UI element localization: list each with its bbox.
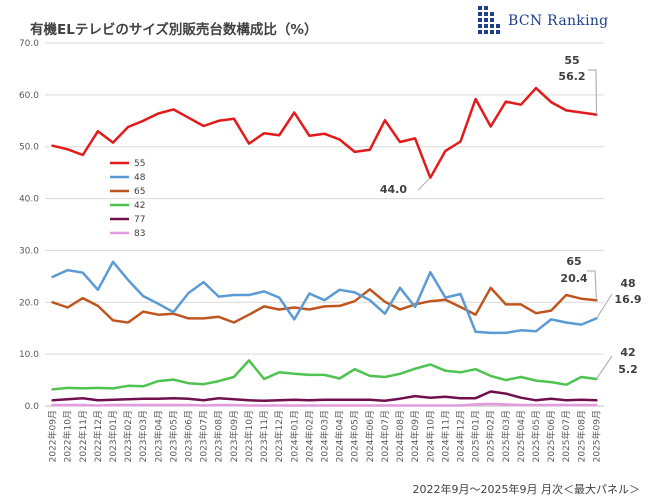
x-tick-label: 2025年05月 <box>530 410 542 462</box>
legend-label-77: 77 <box>134 215 145 225</box>
callout-leader <box>588 69 597 115</box>
data-label: 55 <box>564 54 579 67</box>
brand-logo: BCN Ranking <box>476 4 646 38</box>
data-label: 48 <box>620 277 635 290</box>
callouts: 55 56.2 44.0 65 20.4 48 16.9 42 5.2 <box>380 54 642 380</box>
x-tick-label: 2025年02月 <box>485 410 497 462</box>
callout-leader <box>596 355 613 380</box>
data-label: 42 <box>620 346 635 359</box>
x-tick-label: 2022年09月 <box>47 410 59 462</box>
x-tick-label: 2025年09月 <box>590 410 602 462</box>
y-axis-ticks: 0.0 10.0 20.0 30.0 40.0 50.0 60.0 70.0 <box>19 39 39 412</box>
brand-name: BCN Ranking <box>508 13 609 29</box>
series-line-77 <box>51 390 598 403</box>
x-tick-label: 2024年02月 <box>303 410 315 462</box>
x-tick-label: 2024年01月 <box>288 410 300 462</box>
data-label: 65 <box>566 255 581 268</box>
footnote: 2022年9月～2025年9月 月次＜最大パネル＞ <box>412 483 640 496</box>
x-axis-ticks: 2022年09月 2022年10月 2022年11月 2022年12月 2023年01月… <box>47 410 603 462</box>
x-tick-label: 2024年10月 <box>424 410 436 462</box>
series-line-65 <box>51 286 598 324</box>
legend-label-42: 42 <box>134 201 145 211</box>
x-tick-label: 2023年03月 <box>137 410 149 462</box>
callout-leader <box>417 177 431 191</box>
series-line-83 <box>51 402 598 407</box>
x-tick-label: 2024年07月 <box>379 410 391 462</box>
y-tick-label: 30.0 <box>19 246 39 256</box>
x-tick-label: 2023年10月 <box>243 410 255 462</box>
x-tick-label: 2024年03月 <box>319 410 331 462</box>
x-tick-label: 2022年12月 <box>92 410 104 462</box>
y-tick-label: 40.0 <box>19 195 39 205</box>
x-tick-label: 2023年09月 <box>228 410 240 462</box>
x-tick-label: 2023年07月 <box>198 410 210 462</box>
x-tick-label: 2023年06月 <box>183 410 195 462</box>
data-label: 56.2 <box>558 70 585 83</box>
chart-title: 有機ELテレビのサイズ別販売台数構成比（%） <box>30 22 318 38</box>
x-tick-label: 2024年04月 <box>334 410 346 462</box>
x-tick-label: 2023年02月 <box>122 410 134 462</box>
x-tick-label: 2025年04月 <box>515 410 527 462</box>
data-label: 44.0 <box>380 183 407 196</box>
legend-label-65: 65 <box>134 187 145 197</box>
series-line-55 <box>51 86 598 180</box>
legend-label-83: 83 <box>134 229 145 239</box>
grid-lines <box>45 42 604 407</box>
x-tick-label: 2023年11月 <box>258 410 270 462</box>
data-label: 20.4 <box>560 272 587 285</box>
brand-grid-icon <box>478 6 500 34</box>
x-tick-label: 2023年08月 <box>213 410 225 462</box>
series-lines <box>51 86 598 407</box>
y-tick-label: 0.0 <box>25 402 40 412</box>
x-tick-label: 2023年12月 <box>273 410 285 462</box>
y-tick-label: 10.0 <box>19 350 39 360</box>
callout-leader <box>587 270 597 301</box>
x-tick-label: 2024年11月 <box>439 410 451 462</box>
x-tick-label: 2025年01月 <box>470 410 482 462</box>
data-label: 16.9 <box>614 293 641 306</box>
y-tick-label: 60.0 <box>19 91 39 101</box>
x-tick-label: 2022年11月 <box>77 410 89 462</box>
series-line-48 <box>51 260 598 335</box>
legend-label-48: 48 <box>134 173 146 183</box>
y-tick-label: 20.0 <box>19 298 39 308</box>
x-tick-label: 2025年03月 <box>500 410 512 462</box>
legend-label-55: 55 <box>134 159 145 169</box>
x-tick-label: 2024年12月 <box>454 410 466 462</box>
x-tick-label: 2024年05月 <box>349 410 361 462</box>
y-tick-label: 50.0 <box>19 143 39 153</box>
x-tick-label: 2024年06月 <box>364 410 376 462</box>
x-tick-label: 2023年05月 <box>167 410 179 462</box>
x-tick-label: 2024年08月 <box>394 410 406 462</box>
x-tick-label: 2025年06月 <box>545 410 557 462</box>
x-tick-label: 2025年08月 <box>575 410 587 462</box>
x-tick-label: 2022年10月 <box>62 410 74 462</box>
x-tick-label: 2023年01月 <box>107 410 119 462</box>
series-line-42 <box>51 359 598 391</box>
callout-leader <box>596 293 613 319</box>
y-tick-label: 70.0 <box>19 39 39 49</box>
x-tick-label: 2024年09月 <box>409 410 421 462</box>
data-label: 5.2 <box>618 363 638 376</box>
legend: 55 48 65 42 77 83 <box>110 159 146 239</box>
x-tick-label: 2025年07月 <box>560 410 572 462</box>
x-tick-label: 2023年04月 <box>152 410 164 462</box>
